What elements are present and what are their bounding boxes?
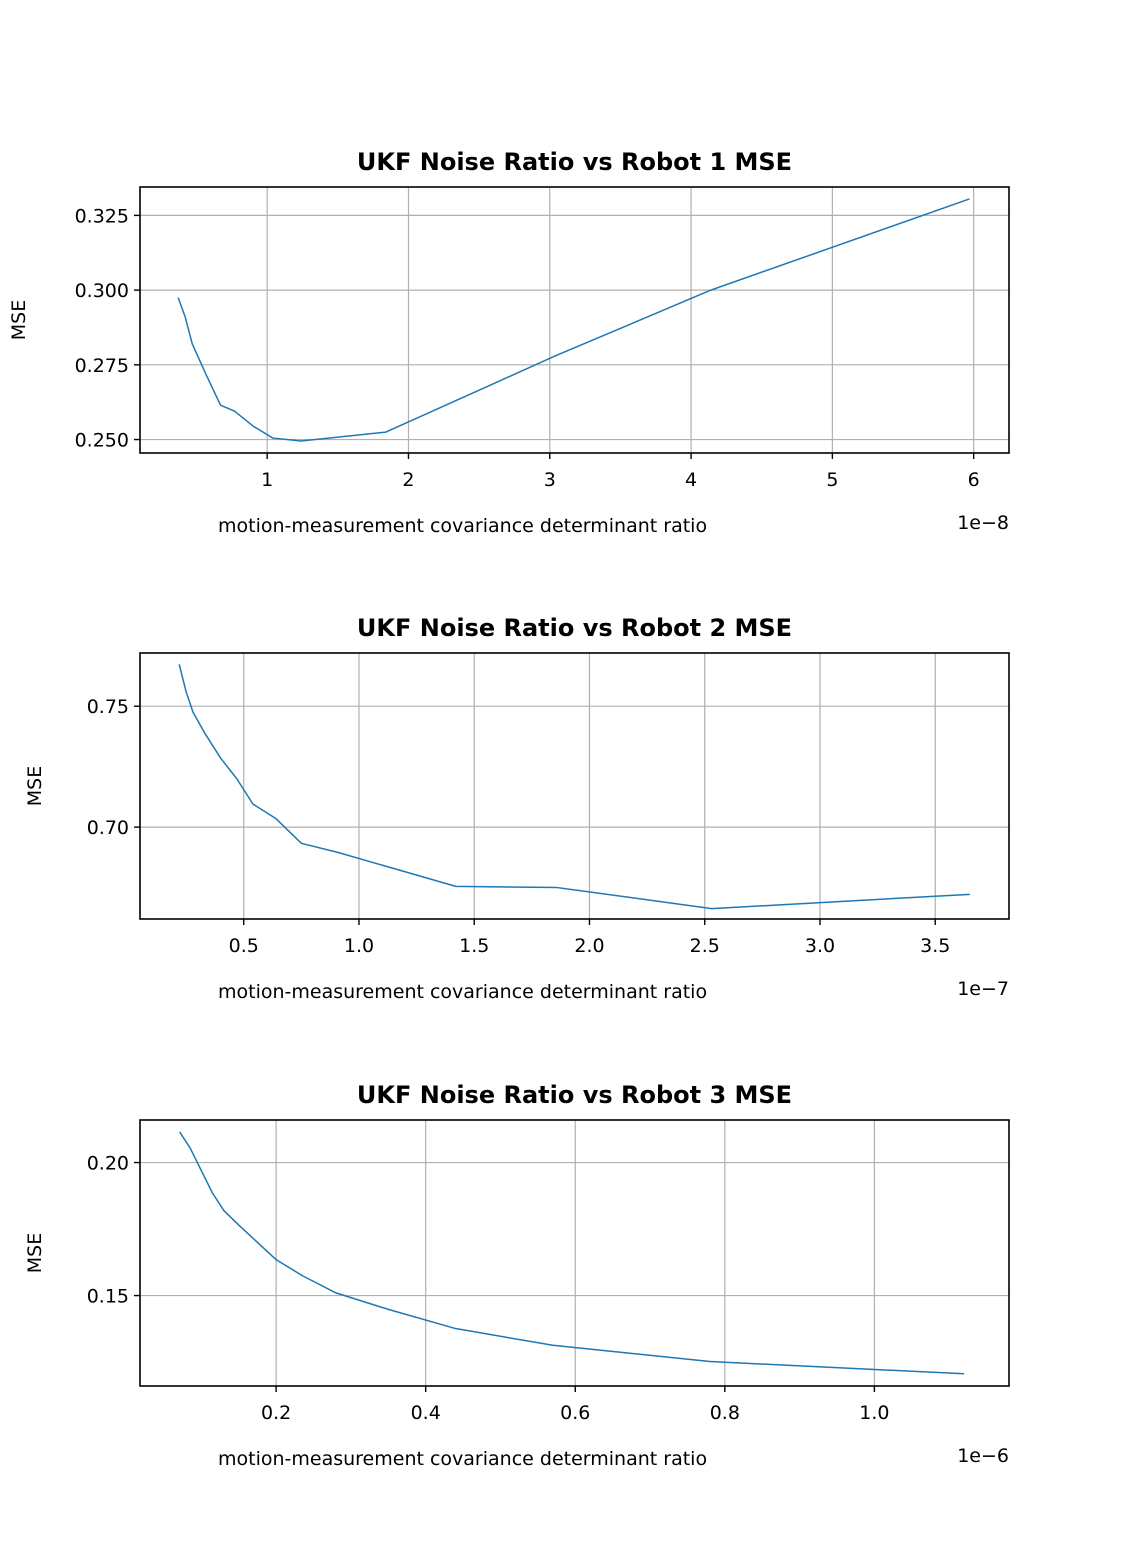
- y-tick-label: 0.70: [87, 817, 129, 839]
- x-tick-label: 0.8: [710, 1402, 740, 1424]
- y-tick-label: 0.325: [75, 205, 129, 227]
- y-tick-label: 0.15: [87, 1286, 129, 1308]
- x-tick-label: 1: [261, 469, 273, 491]
- y-tick-label: 0.250: [75, 430, 129, 452]
- x-tick-label: 0.4: [411, 1402, 441, 1424]
- y-axis-label: MSE: [24, 766, 46, 806]
- chart-title: UKF Noise Ratio vs Robot 2 MSE: [357, 614, 792, 642]
- x-tick-label: 0.6: [560, 1402, 590, 1424]
- series-line: [179, 1131, 965, 1375]
- axes-frame: [139, 1119, 1010, 1387]
- x-axis-offset-label: 1e−7: [957, 978, 1009, 1000]
- x-axis-offset-label: 1e−6: [957, 1445, 1009, 1467]
- series-line: [178, 664, 970, 910]
- x-tick-label: 2: [402, 469, 414, 491]
- x-tick-label: 3: [544, 469, 556, 491]
- x-tick-label: 2.0: [574, 935, 604, 957]
- y-tick-label: 0.75: [87, 696, 129, 718]
- y-axis-label: MSE: [24, 1233, 46, 1273]
- y-tick-label: 0.300: [75, 280, 129, 302]
- x-tick-label: 6: [968, 469, 980, 491]
- x-tick-label: 1.5: [459, 935, 489, 957]
- series-line: [177, 198, 970, 442]
- x-axis-offset-label: 1e−8: [957, 512, 1009, 534]
- y-tick-label: 0.20: [87, 1153, 129, 1175]
- x-axis-label: motion-measurement covariance determinan…: [218, 981, 707, 1003]
- chart-panel-3: 0.2 0.4 0.6 0.8 1.0 0.15 0.20 UKF Noise Ratio v…: [24, 1081, 1010, 1470]
- x-tick-label: 1.0: [859, 1402, 889, 1424]
- chart-panel-2: 0.5 1.0 1.5 2.0 2.5 3.0 3.5 0.70 0.75 UKF Noise R…: [24, 614, 1010, 1003]
- x-tick-label: 3.0: [805, 935, 835, 957]
- axes-frame: [139, 186, 1010, 454]
- x-axis-label: motion-measurement covariance determinan…: [218, 1448, 707, 1470]
- x-tick-label: 3.5: [920, 935, 950, 957]
- y-tick-label: 0.275: [75, 355, 129, 377]
- x-tick-label: 5: [826, 469, 838, 491]
- x-tick-label: 4: [685, 469, 697, 491]
- x-tick-label: 0.2: [261, 1402, 291, 1424]
- x-tick-label: 2.5: [690, 935, 720, 957]
- axes-frame: [139, 652, 1010, 920]
- chart-title: UKF Noise Ratio vs Robot 1 MSE: [357, 148, 792, 176]
- chart-title: UKF Noise Ratio vs Robot 3 MSE: [357, 1081, 792, 1109]
- y-axis-label: MSE: [8, 300, 30, 340]
- x-axis-label: motion-measurement covariance determinan…: [218, 515, 707, 537]
- x-tick-label: 0.5: [229, 935, 259, 957]
- chart-panel-1: 1 2 3 4 5 6 0.250 0.275 0.300 0.325 UKF Noise Rati…: [8, 148, 1010, 537]
- x-tick-label: 1.0: [344, 935, 374, 957]
